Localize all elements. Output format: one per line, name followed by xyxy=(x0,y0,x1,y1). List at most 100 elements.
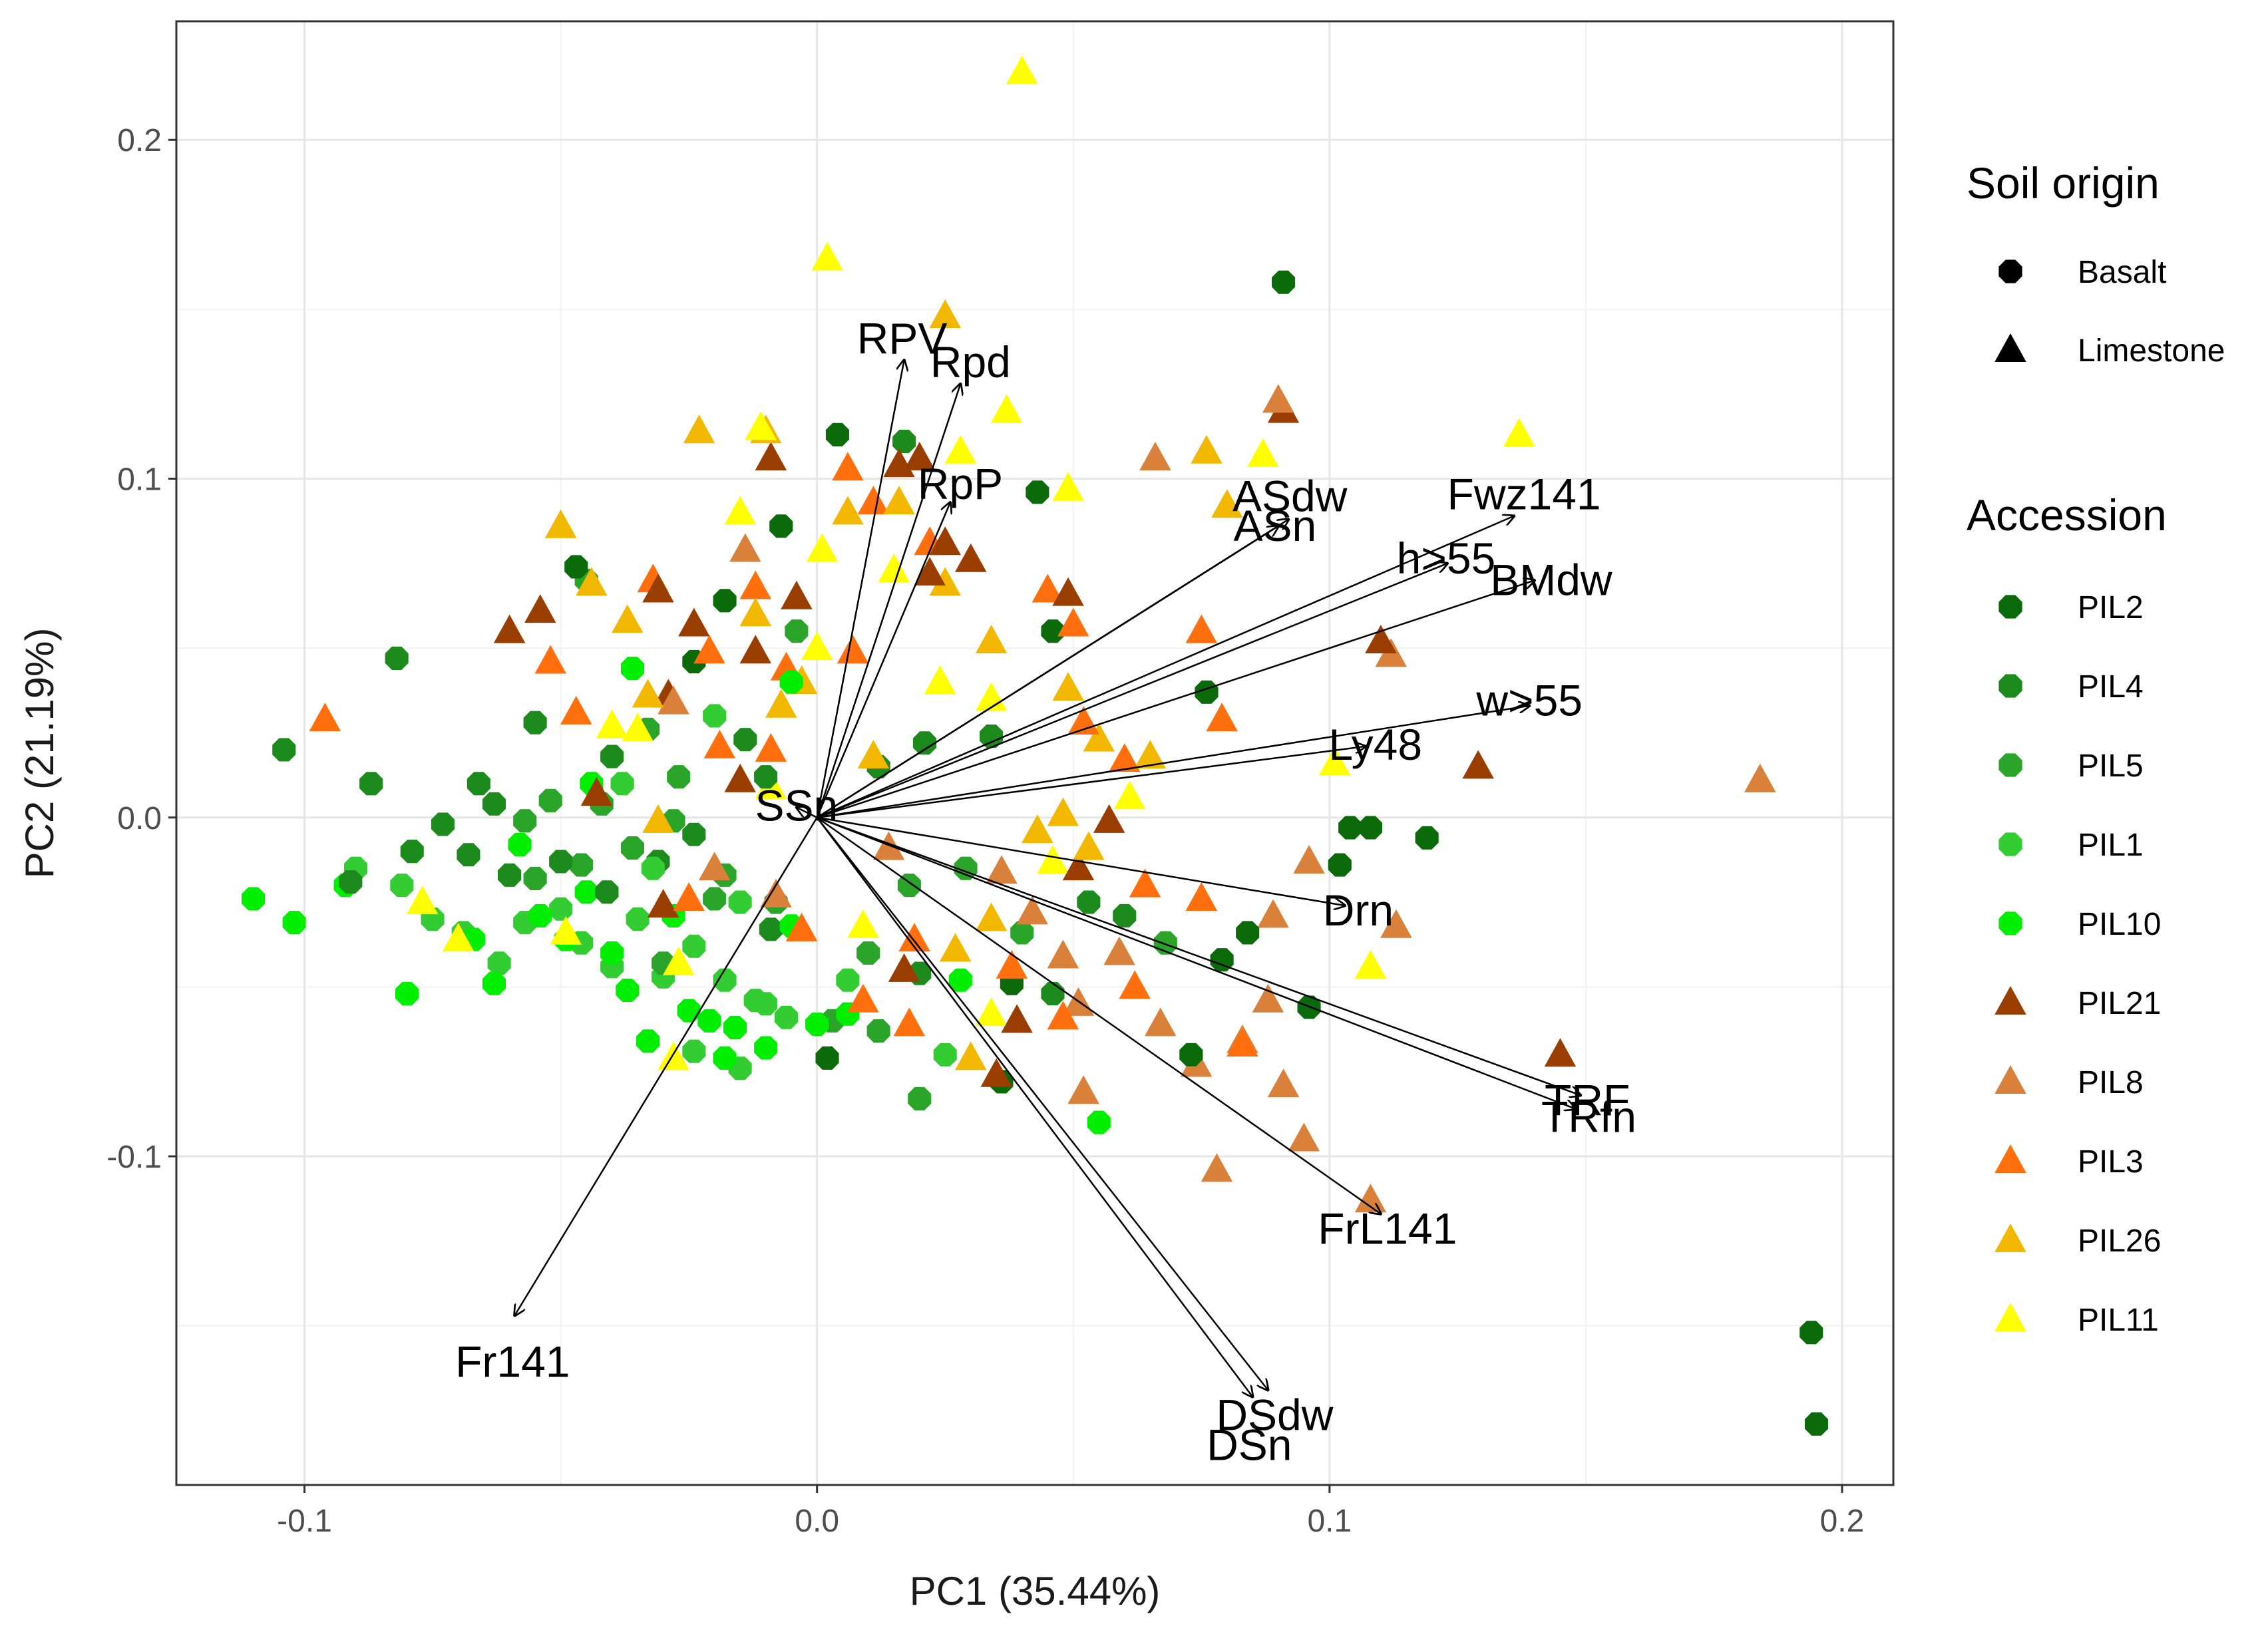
point-pil10 xyxy=(636,1029,660,1053)
point-pil4 xyxy=(595,880,619,904)
point-pil4 xyxy=(733,728,757,752)
legend-label: Limestone xyxy=(2078,333,2225,369)
point-pil10 xyxy=(697,1009,721,1033)
point-pil4 xyxy=(1077,890,1101,914)
point-pil3 xyxy=(1185,882,1218,911)
loading-arrow xyxy=(817,816,1581,1096)
point-pil2 xyxy=(1236,921,1260,945)
legend-key-limestone xyxy=(1994,333,2026,362)
point-pil8 xyxy=(1103,936,1135,965)
point-pil26 xyxy=(1191,434,1223,464)
point-pil3 xyxy=(1047,1001,1079,1030)
point-pil3 xyxy=(1206,703,1238,732)
point-pil26 xyxy=(1083,723,1115,752)
point-pil21 xyxy=(724,763,756,792)
loading-label: DSdw xyxy=(1216,1390,1333,1439)
point-pil10 xyxy=(805,1012,829,1036)
point-pil4 xyxy=(682,822,706,846)
point-pil3 xyxy=(673,882,705,911)
point-pil8 xyxy=(1262,384,1294,413)
point-pil5 xyxy=(523,866,547,890)
point-pil10 xyxy=(620,657,644,681)
point-pil11 xyxy=(801,631,833,661)
legend-label: PIL26 xyxy=(2078,1224,2161,1259)
point-pil3 xyxy=(837,635,869,664)
legend-label: PIL1 xyxy=(2078,828,2144,863)
legend-key-pil3 xyxy=(1994,1144,2026,1173)
point-pil21 xyxy=(493,614,526,643)
point-pil5 xyxy=(513,809,537,833)
point-pil5 xyxy=(785,619,809,643)
points-layer xyxy=(242,55,1828,1436)
point-pil3 xyxy=(693,635,725,664)
loading-label: ASdw xyxy=(1232,472,1348,521)
point-pil4 xyxy=(457,843,480,867)
point-pil21 xyxy=(1001,1004,1033,1033)
loading-arrow xyxy=(817,526,1278,818)
point-pil11 xyxy=(745,411,777,440)
legend-key-pil5 xyxy=(1998,753,2022,777)
point-pil2 xyxy=(564,555,588,579)
point-pil2 xyxy=(1026,480,1049,504)
legend-label: PIL11 xyxy=(2078,1303,2159,1338)
loading-label: FrL141 xyxy=(1318,1204,1457,1253)
point-pil10 xyxy=(713,1046,737,1070)
point-pil21 xyxy=(580,777,613,806)
point-pil2 xyxy=(713,589,737,613)
point-pil4 xyxy=(892,429,916,453)
point-pil3 xyxy=(857,486,890,515)
point-pil11 xyxy=(658,1041,689,1070)
loading-label: DSn xyxy=(1207,1420,1292,1470)
point-pil4 xyxy=(980,725,1004,748)
point-pil11 xyxy=(811,242,843,271)
point-pil1 xyxy=(390,874,414,898)
point-pil4 xyxy=(467,772,490,796)
y-tick-labels: -0.1 0.0 0.1 0.2 xyxy=(106,123,176,1175)
point-pil21 xyxy=(1052,577,1084,606)
y-tick-label: 0.2 xyxy=(117,123,162,158)
point-pil26 xyxy=(929,299,961,329)
point-pil5 xyxy=(908,1086,932,1110)
grid xyxy=(176,21,1893,1485)
point-pil26 xyxy=(739,597,772,627)
point-pil11 xyxy=(975,682,1008,711)
point-pil26 xyxy=(1211,489,1243,518)
point-pil2 xyxy=(1804,1412,1828,1436)
point-pil11 xyxy=(622,713,654,742)
legend-label: Basalt xyxy=(2078,255,2166,290)
loading-arrow xyxy=(797,807,818,818)
legend-key-basalt xyxy=(1998,259,2022,283)
loading-arrow xyxy=(817,516,1514,818)
point-pil10 xyxy=(779,670,803,694)
point-pil2 xyxy=(1179,1043,1203,1066)
point-pil21 xyxy=(647,889,679,918)
point-pil10 xyxy=(574,880,598,904)
point-pil8 xyxy=(1047,939,1079,969)
point-pil8 xyxy=(760,878,792,907)
point-pil21 xyxy=(1365,624,1397,653)
point-pil1 xyxy=(703,704,727,728)
loading-arrow xyxy=(817,746,1366,818)
legend-key-pil21 xyxy=(1994,986,2026,1015)
point-pil1 xyxy=(754,992,778,1016)
point-pil3 xyxy=(1032,573,1064,603)
point-pil8 xyxy=(1144,1007,1177,1037)
point-pil11 xyxy=(1246,438,1279,467)
point-pil3 xyxy=(560,695,592,725)
point-pil2 xyxy=(1358,816,1382,840)
loading-label: Fr141 xyxy=(455,1337,570,1386)
legend: Soil origin Accession Basalt Limestone PIL… xyxy=(1967,158,2225,1338)
legend-key-pil26 xyxy=(1994,1224,2026,1252)
point-pil21 xyxy=(914,557,946,586)
loading-label: w>55 xyxy=(1475,676,1583,725)
point-pil1 xyxy=(682,1039,706,1063)
y-tick-label: 0.1 xyxy=(117,462,162,498)
point-pil21 xyxy=(1544,1038,1577,1067)
legend-key-pil1 xyxy=(1998,832,2022,856)
point-pil4 xyxy=(1113,903,1137,927)
point-pil10 xyxy=(282,911,306,935)
point-pil8 xyxy=(729,533,761,562)
point-pil1 xyxy=(641,856,665,880)
point-pil8 xyxy=(1267,1068,1300,1098)
point-pil21 xyxy=(1062,852,1095,881)
